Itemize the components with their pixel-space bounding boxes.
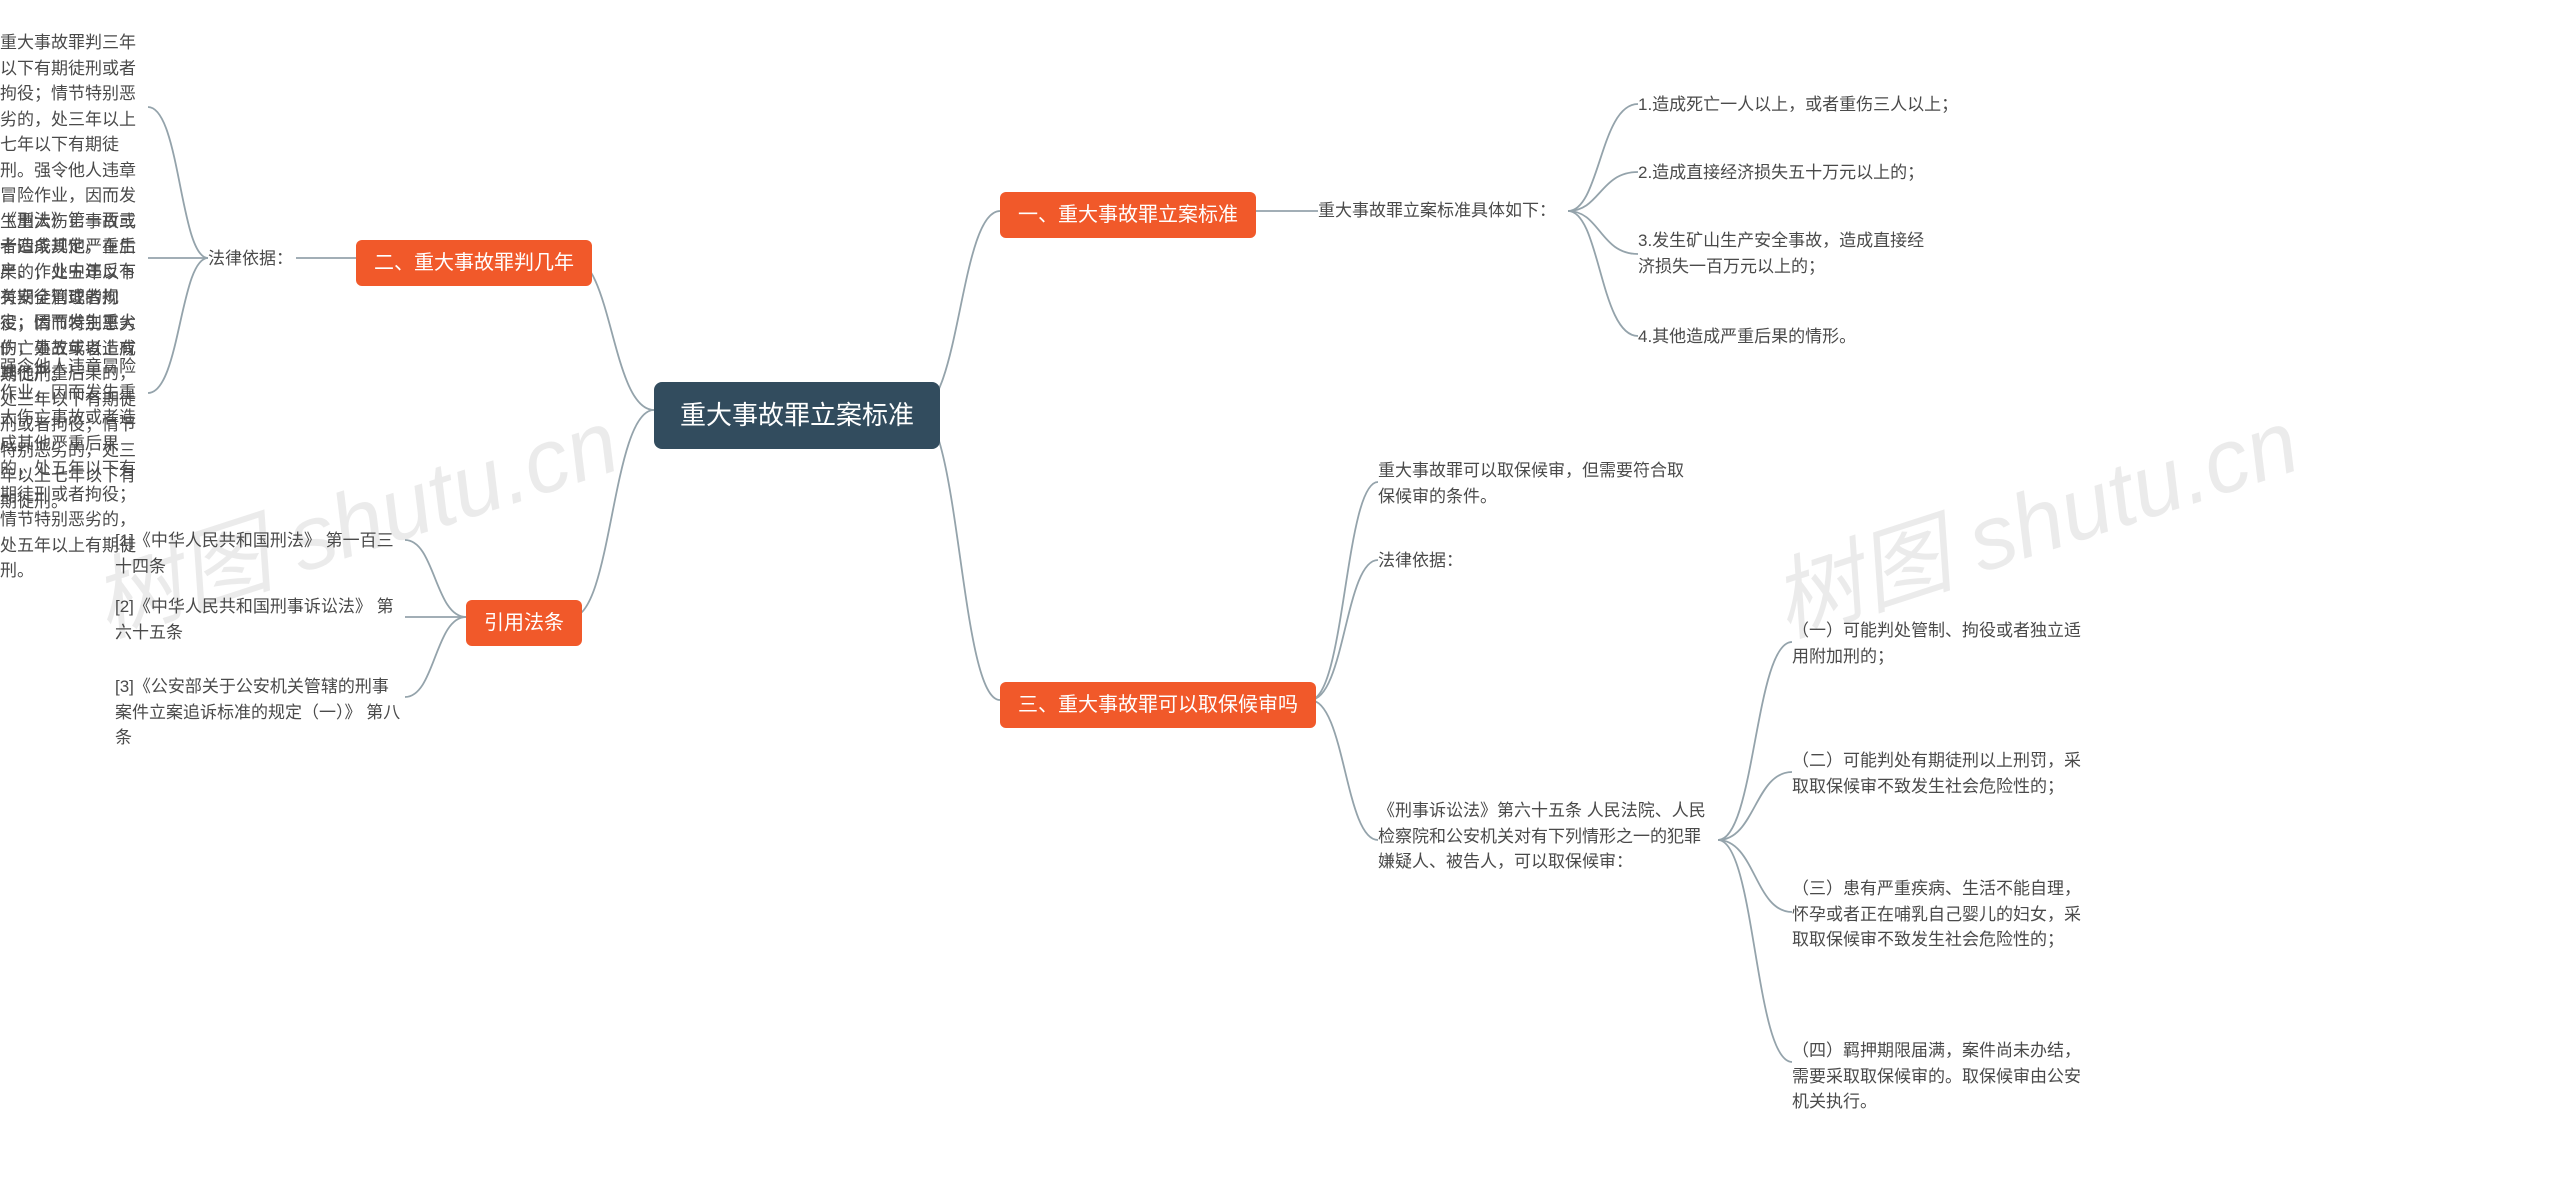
branch-1: 一、重大事故罪立案标准	[1000, 192, 1256, 238]
branch-1-item: 3.发生矿山生产安全事故，造成直接经济损失一百万元以上的；	[1638, 228, 1928, 279]
branch-4-item: [2]《中华人民共和国刑事诉讼法》 第六十五条	[115, 594, 405, 645]
branch-3-sub: 《刑事诉讼法》第六十五条 人民法院、人民检察院和公安机关对有下列情形之一的犯罪嫌…	[1378, 798, 1708, 875]
center-node: 重大事故罪立案标准	[654, 382, 940, 449]
branch-1-item: 1.造成死亡一人以上，或者重伤三人以上；	[1638, 92, 1958, 118]
branch-4-item: [3]《公安部关于公安机关管辖的刑事案件立案追诉标准的规定（一）》 第八条	[115, 674, 405, 751]
branch-2-sub: 法律依据：	[208, 246, 293, 272]
branch-4: 引用法条	[466, 600, 582, 646]
branch-3-subitem: （二）可能判处有期徒刑以上刑罚，采取取保候审不致发生社会危险性的；	[1792, 748, 2082, 799]
branch-1-item: 4.其他造成严重后果的情形。	[1638, 324, 1856, 350]
branch-3-item: 法律依据：	[1378, 548, 1463, 574]
branch-3-item: 重大事故罪可以取保候审，但需要符合取保候审的条件。	[1378, 458, 1698, 509]
branch-3-subitem: （四）羁押期限届满，案件尚未办结，需要采取取保候审的。取保候审由公安机关执行。	[1792, 1038, 2082, 1115]
branch-3: 三、重大事故罪可以取保候审吗	[1000, 682, 1316, 728]
branch-1-item: 2.造成直接经济损失五十万元以上的；	[1638, 160, 1924, 186]
branch-4-item: [1]《中华人民共和国刑法》 第一百三十四条	[115, 528, 405, 579]
branch-2: 二、重大事故罪判几年	[356, 240, 592, 286]
branch-1-sub: 重大事故罪立案标准具体如下：	[1318, 198, 1556, 224]
branch-3-subitem: （三）患有严重疾病、生活不能自理，怀孕或者正在哺乳自己婴儿的妇女，采取取保候审不…	[1792, 876, 2082, 953]
branch-3-subitem: （一）可能判处管制、拘役或者独立适用附加刑的；	[1792, 618, 2082, 669]
